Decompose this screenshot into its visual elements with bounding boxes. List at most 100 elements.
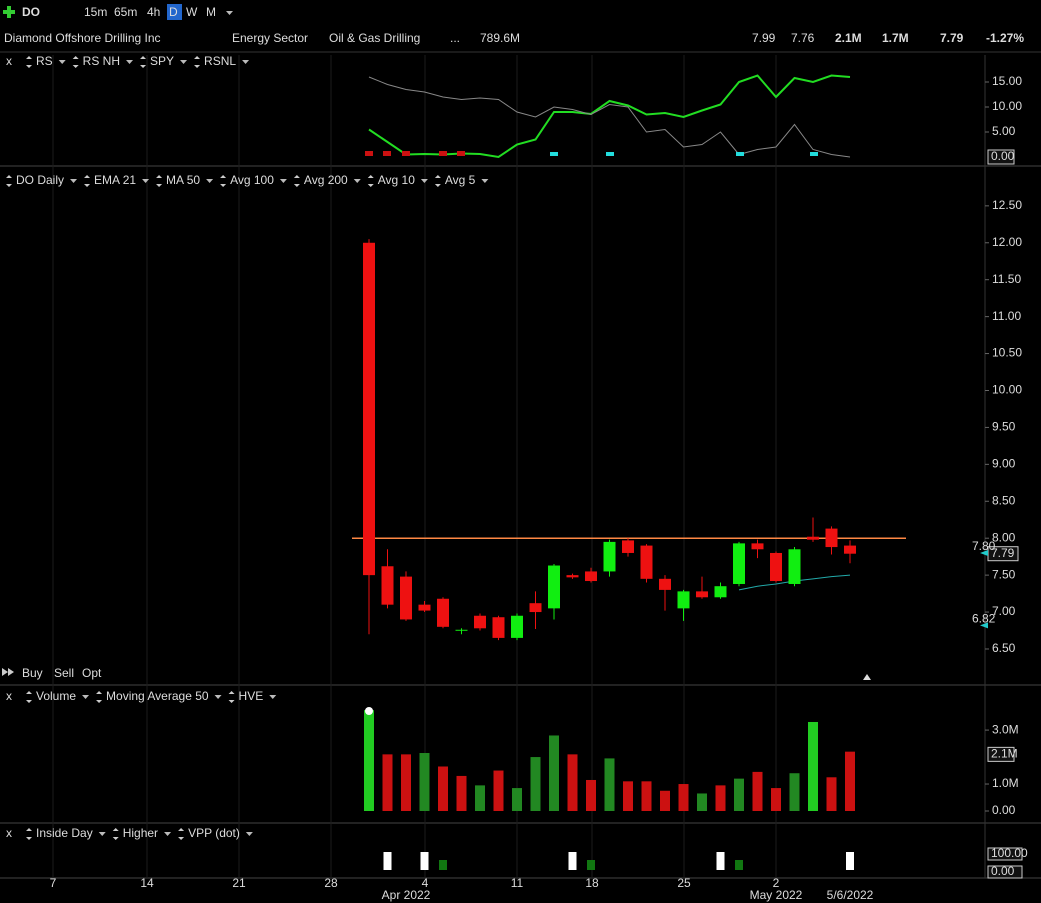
legend-entry[interactable]: Higher [123,826,158,840]
legend-entry[interactable]: RS NH [83,54,120,68]
legend-entry[interactable]: EMA 21 [94,173,136,187]
dropdown-arrow[interactable] [126,60,134,64]
last-value-label: 2.1M [991,747,1018,761]
dropdown-arrow[interactable] [242,60,250,64]
order-button[interactable]: Opt [82,666,102,680]
x-tick-label: 18 [585,876,599,890]
volume-dot [365,707,373,715]
timeframe-button[interactable]: 15m [84,5,107,19]
y-tick-label: 7.50 [992,567,1016,581]
price-annotation: 7.80 [972,539,996,553]
legend-entry[interactable]: RS [36,54,53,68]
dropdown-arrow[interactable] [214,695,222,699]
close-panel[interactable]: x [6,826,12,840]
timeframe-button[interactable]: W [186,5,198,19]
close-panel[interactable]: x [6,54,12,68]
dropdown-arrow[interactable] [279,179,287,183]
legend-entry[interactable]: HVE [239,689,264,703]
candle-body [677,591,690,609]
legend-entry[interactable]: Inside Day [36,826,93,840]
y-tick-label: 11.00 [992,309,1021,323]
candle-body [437,598,449,627]
dropdown-arrow[interactable] [164,832,172,836]
legend-entry[interactable]: Moving Average 50 [106,689,209,703]
rs-marker [365,151,373,156]
last-value-box [987,746,1015,762]
volume-bar [641,781,652,811]
dropdown-arrow[interactable] [481,179,489,183]
header-change: -1.27% [986,31,1024,45]
study-bar [846,852,854,870]
dropdown-arrow[interactable] [269,695,277,699]
y-tick-label: 0.00 [992,803,1016,817]
candle-body [807,536,819,540]
candle-body [825,528,838,548]
dropdown-arrow[interactable] [70,179,78,183]
candle-body [770,552,782,582]
study-bar [735,860,743,870]
x-tick-label: Apr 2022 [382,888,431,902]
volume-bar [604,758,615,811]
add-icon[interactable] [3,6,15,18]
order-button[interactable]: Sell [54,666,74,680]
timeframe-button[interactable]: M [206,5,216,19]
y-tick-label: 10.00 [992,383,1022,397]
dropdown-arrow[interactable] [420,179,428,183]
candle-body [788,549,801,584]
dropdown-arrow[interactable] [82,695,90,699]
header-last: 7.79 [940,31,964,45]
legend-entry[interactable]: Avg 200 [304,173,348,187]
y-tick-label: 0.00 [991,864,1015,878]
order-icon[interactable] [2,668,14,676]
legend-entry[interactable]: MA 50 [166,173,200,187]
close-panel[interactable]: x [6,689,12,703]
rs-line [368,74,851,159]
last-value-box [987,149,1015,165]
dropdown-arrow[interactable] [180,60,188,64]
candle-body [751,543,764,550]
dropdown-arrow[interactable] [142,179,150,183]
timeframe-button[interactable]: 65m [114,5,137,19]
dropdown-arrow[interactable] [245,832,253,836]
y-tick-label: 10.00 [992,99,1022,113]
legend-entry[interactable]: RSNL [204,54,236,68]
active-timeframe [167,4,182,20]
scroll-marker [863,674,871,680]
y-tick-label: 11.50 [992,272,1021,286]
dropdown-arrow[interactable] [353,179,361,183]
x-tick-label: 11 [511,876,524,890]
candle-body [733,543,745,584]
dropdown-arrow[interactable] [226,11,233,15]
x-tick-label: 14 [140,876,154,890]
last-value-box [987,865,1023,879]
dropdown-arrow[interactable] [98,832,106,836]
legend-arrows [194,56,201,68]
header-more: ... [450,31,460,45]
legend-entry[interactable]: SPY [150,54,174,68]
legend-entry[interactable]: Avg 100 [230,173,274,187]
dropdown-arrow[interactable] [58,60,66,64]
volume-bar [678,784,689,811]
volume-bar [493,770,504,811]
legend-arrows [228,691,235,703]
legend-arrows [6,175,12,187]
dropdown-arrow[interactable] [206,179,214,183]
legend-entry[interactable]: VPP (dot) [188,826,240,840]
legend-entry[interactable]: Avg 5 [445,173,476,187]
header-name: Diamond Offshore Drilling Inc [4,31,161,45]
candle-body [492,617,505,638]
y-tick-label: 8.00 [992,530,1016,544]
volume-bar [734,778,744,811]
order-button[interactable]: Buy [22,666,43,680]
legend-entry[interactable]: DO Daily [16,173,64,187]
volume-bar [530,757,541,811]
timeframe-button[interactable]: 4h [147,5,160,19]
symbol: DO [22,5,40,19]
legend-entry[interactable]: Avg 10 [378,173,415,187]
legend-entry[interactable]: Volume [36,689,76,703]
candle-body [622,540,634,553]
timeframe-button[interactable]: D [169,5,178,19]
study-bar [568,852,577,870]
